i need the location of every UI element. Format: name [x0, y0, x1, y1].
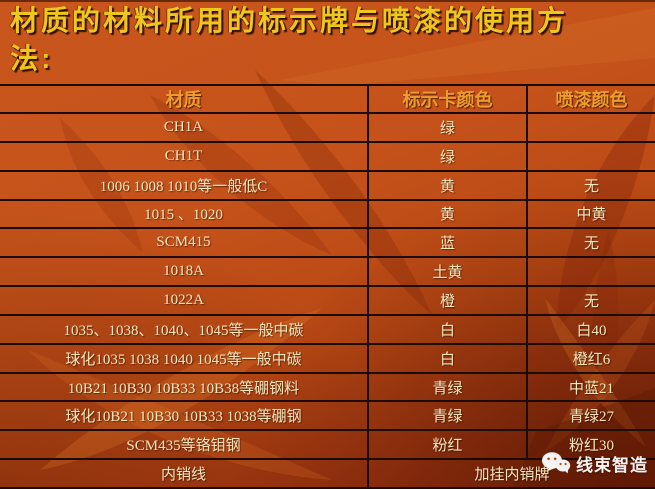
paint-color-cell: 无	[526, 285, 655, 316]
material-cell: 球化1035 1038 1040 1045等一般中碳	[0, 342, 369, 374]
header-material: 材质	[0, 84, 369, 114]
material-cell: 1018A	[0, 256, 369, 288]
table-row: 内销线 加挂内销牌	[0, 458, 655, 489]
material-cell: 内销线	[0, 458, 369, 489]
paint-color-cell	[526, 256, 655, 288]
material-cell: 1006 1008 1010等一般低C	[0, 169, 369, 201]
paint-color-cell	[526, 140, 655, 172]
table-row: 1015 、1020 黄中黄	[0, 198, 655, 230]
card-color-cell: 青绿	[367, 400, 528, 432]
paint-color-cell: 橙红6	[526, 342, 655, 374]
material-cell: CH1T	[0, 140, 369, 172]
materials-table: 材质 标示卡颜色 喷漆颜色 CH1A 绿 CH1T 绿 1006 1008 1010等一…	[0, 84, 655, 489]
card-color-cell: 绿	[367, 140, 528, 172]
watermark-label: 线束智造	[576, 456, 648, 475]
paint-color-cell: 无	[526, 227, 655, 259]
paint-color-cell: 中黄	[526, 198, 655, 230]
slide-title: 材质的材料所用的标示牌与喷漆的使用方法:	[10, 5, 569, 74]
table-header-row: 材质 标示卡颜色 喷漆颜色	[0, 84, 655, 114]
table-row: 1006 1008 1010等一般低C 黄无	[0, 169, 655, 201]
table-row: 1022A 橙无	[0, 285, 655, 316]
material-cell: 1015 、1020	[0, 198, 369, 230]
merged-note-cell: 加挂内销牌	[367, 458, 655, 489]
paint-color-cell	[526, 112, 655, 143]
table-row: SCM435等铬钼钢 粉红 粉红30	[0, 429, 655, 461]
card-color-cell: 黄	[367, 169, 528, 201]
paint-color-cell: 青绿27	[526, 400, 655, 432]
material-cell: 1022A	[0, 285, 369, 316]
material-cell: CH1A	[0, 112, 369, 143]
material-cell: 10B21 10B30 10B33 10B38等硼钢料	[0, 371, 369, 403]
card-color-cell: 白	[367, 342, 528, 374]
table-row: 球化10B21 10B30 10B33 1038等硼钢 青绿 青绿27	[0, 400, 655, 432]
card-color-cell: 白	[367, 313, 528, 345]
table-row: 10B21 10B30 10B33 10B38等硼钢料 青绿 中蓝21	[0, 371, 655, 403]
paint-color-cell: 无	[526, 169, 655, 201]
table-row: SCM415 蓝无	[0, 227, 655, 259]
card-color-cell: 蓝	[367, 227, 528, 259]
table-row: 1018A 土黄	[0, 256, 655, 288]
header-card-color: 标示卡颜色	[367, 84, 528, 114]
table-row: 1035、1038、1040、1045等一般中碳白白40	[0, 313, 655, 345]
header-paint-color: 喷漆颜色	[526, 84, 655, 114]
paint-color-cell: 白40	[526, 313, 655, 345]
watermark: 线束智造	[541, 451, 648, 476]
paint-color-cell: 中蓝21	[526, 371, 655, 403]
card-color-cell: 青绿	[367, 371, 528, 403]
wechat-icon	[542, 452, 571, 474]
card-color-cell: 橙	[367, 285, 528, 316]
material-cell: 1035、1038、1040、1045等一般中碳	[0, 313, 369, 345]
card-color-cell: 绿	[367, 112, 528, 143]
card-color-cell: 粉红	[367, 429, 528, 461]
table-row: CH1T 绿	[0, 140, 655, 172]
material-cell: SCM435等铬钼钢	[0, 429, 369, 461]
card-color-cell: 土黄	[367, 256, 528, 288]
table-row: 球化1035 1038 1040 1045等一般中碳白橙红6	[0, 342, 655, 374]
card-color-cell: 黄	[367, 198, 528, 230]
material-cell: 球化10B21 10B30 10B33 1038等硼钢	[0, 400, 369, 432]
material-cell: SCM415	[0, 227, 369, 259]
table-body: CH1A 绿 CH1T 绿 1006 1008 1010等一般低C 黄无 1015 、102…	[0, 112, 655, 489]
table-row: CH1A 绿	[0, 112, 655, 143]
